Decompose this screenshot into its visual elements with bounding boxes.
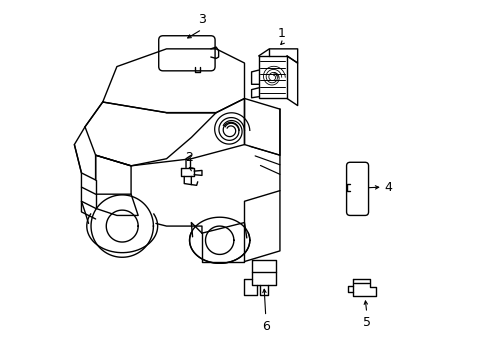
Text: 5: 5 [362, 316, 370, 329]
Text: 6: 6 [261, 320, 269, 333]
Text: 4: 4 [384, 181, 391, 194]
Text: 1: 1 [277, 27, 285, 40]
Text: 3: 3 [198, 13, 205, 26]
Text: 2: 2 [185, 151, 193, 164]
